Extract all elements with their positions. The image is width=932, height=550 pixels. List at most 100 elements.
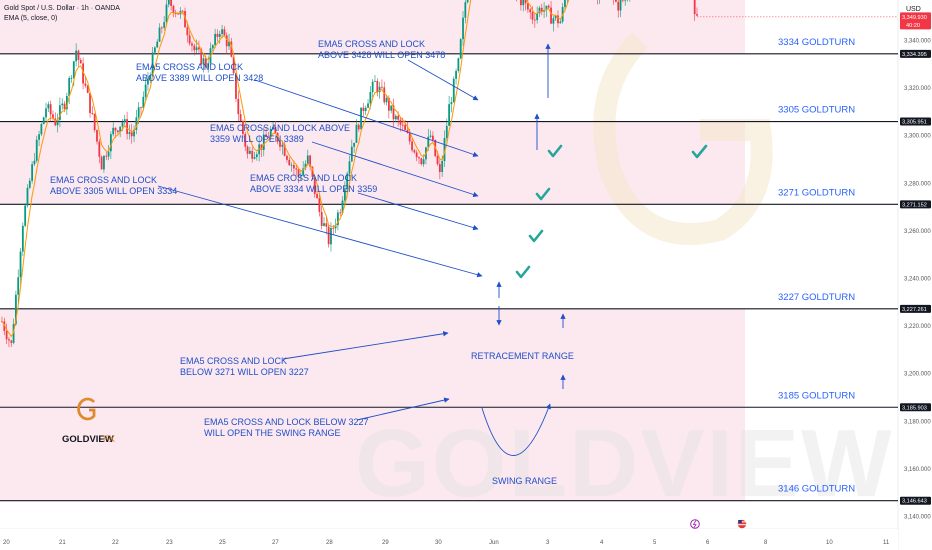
arrow-3428-to-3478	[407, 59, 479, 101]
candle-body	[260, 144, 263, 150]
candle-body	[126, 119, 128, 134]
candle-body	[619, 0, 622, 11]
candle-body	[202, 58, 205, 65]
y-tick-label: 3,260.000	[904, 229, 931, 235]
time-axis[interactable]	[0, 529, 898, 550]
candle-body	[415, 152, 418, 158]
y-tick-label: 3,160.000	[904, 467, 931, 473]
arrow-3334-to-3359	[357, 192, 479, 231]
candle-body	[21, 225, 24, 252]
level-price-tag	[900, 403, 931, 412]
candle-body	[290, 164, 293, 166]
price-axis[interactable]	[898, 0, 932, 550]
candle-body	[142, 96, 145, 108]
candle-body	[283, 144, 286, 156]
candle-body	[45, 108, 47, 118]
candle-body	[103, 155, 105, 170]
candle-body	[313, 176, 316, 195]
candle-body	[200, 49, 203, 65]
candle-body	[70, 78, 73, 79]
level-price-tag	[900, 117, 931, 126]
annotation-line: EMA5 CROSS AND LOCK	[136, 62, 243, 72]
check-icon	[535, 187, 551, 201]
candle-body	[195, 47, 198, 51]
us-flag-icon[interactable]	[737, 519, 747, 529]
candle-body	[387, 98, 390, 111]
check-icon	[547, 144, 563, 158]
watermark-g-shape	[593, 32, 773, 245]
candle-body	[114, 127, 117, 131]
candle-body	[26, 187, 29, 206]
indicator-legend[interactable]: EMA (5, close, 0)	[4, 15, 57, 22]
candle-body	[223, 29, 226, 36]
candle-body	[299, 175, 302, 177]
candle-body	[341, 200, 344, 213]
annotation-line: BELOW 3271 WILL OPEN 3227	[180, 367, 309, 377]
candle-body	[65, 95, 68, 110]
candle-body	[207, 63, 210, 68]
candle-body	[147, 79, 149, 85]
current-price-tag	[900, 12, 931, 30]
check-icon	[515, 265, 531, 279]
candle-body	[538, 7, 541, 14]
candle-body	[411, 141, 413, 151]
level-price-tag-text: 3,334.395	[902, 52, 927, 58]
x-tick-label: 22	[112, 540, 119, 546]
candle-body	[399, 119, 402, 125]
candle-body	[406, 130, 409, 133]
candle-body	[123, 119, 126, 123]
candle-body	[302, 168, 305, 176]
candle-body	[98, 141, 101, 157]
candle-body	[107, 151, 110, 157]
candle-body	[392, 105, 395, 120]
candle-body	[374, 80, 376, 82]
candle-body	[96, 130, 98, 142]
level-price-tag-text: 3,305.951	[902, 120, 927, 126]
watermark-text: GOLDVIEW	[355, 410, 894, 517]
candle-body	[135, 117, 138, 130]
candle-body	[33, 160, 36, 165]
candle-body	[390, 105, 393, 111]
candle-body	[316, 194, 318, 199]
annotation-line: ABOVE 3305 WILL OPEN 3334	[50, 186, 177, 196]
level-price-tag	[900, 304, 931, 313]
level-label: 3271 GOLDTURN	[778, 187, 855, 198]
candle-body	[520, 0, 522, 6]
candle-body	[564, 0, 566, 7]
candle-body	[262, 134, 265, 150]
candle-body	[121, 122, 124, 127]
instrument-title[interactable]: Gold Spot / U.S. Dollar · 1h · OANDA	[4, 5, 120, 12]
candle-body	[462, 17, 464, 40]
y-tick-label: 3,320.000	[904, 86, 931, 92]
level-price-tag-text: 3,146.643	[902, 499, 927, 505]
candle-body	[216, 33, 219, 37]
annotation-3: EMA5 CROSS AND LOCK ABOVE 3305 WILL OPEN…	[50, 175, 177, 196]
candle-body	[346, 173, 349, 190]
arrow-3305-to-3334	[157, 185, 483, 278]
candle-body	[116, 130, 119, 133]
candle-body	[422, 159, 425, 165]
logo-suffix-text: FX	[103, 434, 116, 445]
candle-body	[325, 223, 328, 227]
annotation-line: EMA5 CROSS AND LOCK	[50, 175, 157, 185]
annotation-line: EMA5 CROSS AND LOCK	[318, 39, 425, 49]
candle-body	[276, 133, 279, 142]
candle-body	[429, 135, 432, 137]
flash-event-icon[interactable]	[690, 519, 700, 529]
candle-body	[75, 50, 78, 62]
annotation-line: EMA5 CROSS AND LOCK ABOVE	[210, 123, 350, 133]
check-icon	[528, 229, 544, 243]
candle-body	[362, 107, 365, 112]
candle-body	[253, 157, 256, 159]
candle-body	[394, 115, 397, 120]
candle-body	[436, 156, 439, 165]
candle-body	[188, 35, 191, 44]
level-price-tag-text: 3,271.152	[902, 202, 927, 208]
level-price-tag-text: 3,185.903	[902, 405, 927, 411]
candle-body	[49, 104, 52, 115]
arrow-3359-to-3389	[311, 141, 479, 198]
candle-body	[170, 0, 173, 6]
annotation-5: EMA5 CROSS AND LOCK BELOW 3271 WILL OPEN…	[180, 356, 309, 377]
candle-body	[100, 156, 103, 170]
candle-body	[621, 0, 624, 1]
